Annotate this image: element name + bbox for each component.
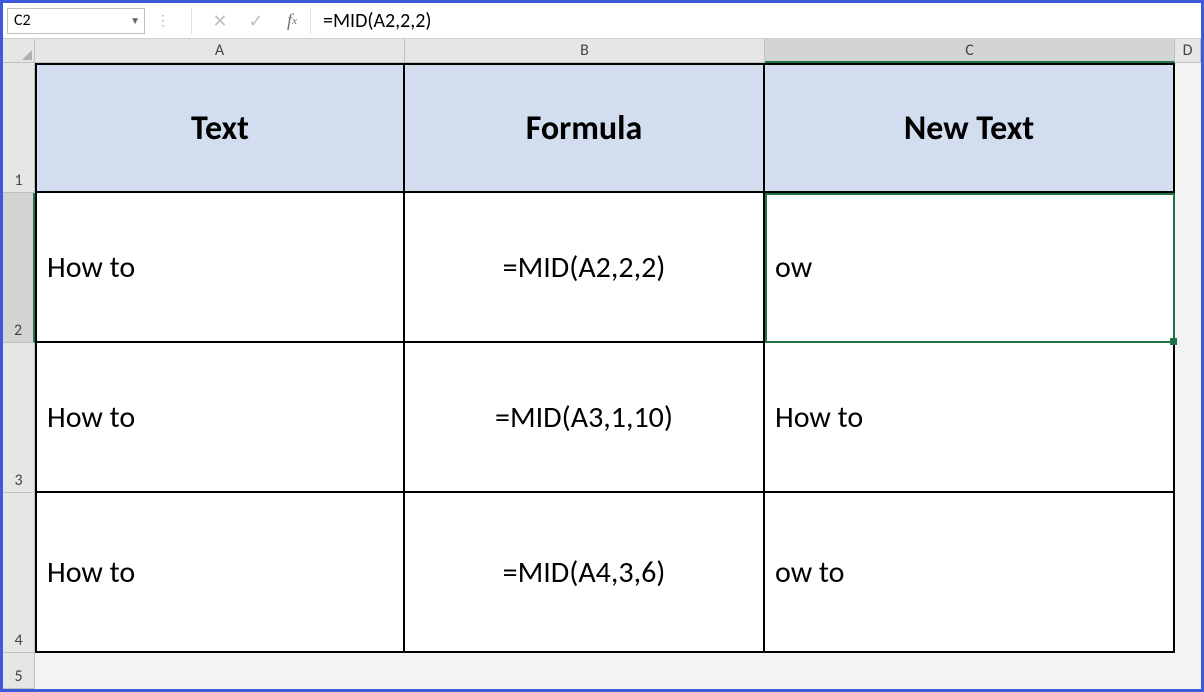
cell-A3[interactable]: How to — [35, 343, 405, 493]
cell-C4[interactable]: ow to — [765, 493, 1175, 653]
cell-B1[interactable]: Formula — [405, 63, 765, 193]
col-header-D[interactable]: D — [1175, 39, 1201, 63]
cell-A2[interactable]: How to — [35, 193, 405, 343]
accept-icon[interactable]: ✓ — [244, 9, 268, 33]
worksheet: A B C D 1 2 3 4 5 Text Formula New Text … — [3, 39, 1201, 689]
col-header-B[interactable]: B — [405, 39, 765, 63]
fx-icon[interactable]: fx — [280, 9, 304, 33]
divider — [191, 8, 192, 34]
formula-input[interactable]: =MID(A2,2,2) — [310, 8, 1201, 34]
cell-A1[interactable]: Text — [35, 63, 405, 193]
cell-B3[interactable]: =MID(A3,1,10) — [405, 343, 765, 493]
column-headers: A B C D — [3, 39, 1201, 63]
row-header-2[interactable]: 2 — [3, 193, 35, 343]
col-header-A[interactable]: A — [35, 39, 405, 63]
cell-A4[interactable]: How to — [35, 493, 405, 653]
more-icon[interactable]: ⋮ — [151, 9, 175, 33]
cell-C2[interactable]: ow — [765, 193, 1175, 343]
cell-B2[interactable]: =MID(A2,2,2) — [405, 193, 765, 343]
row-header-4[interactable]: 4 — [3, 493, 35, 653]
grid: 1 2 3 4 5 Text Formula New Text How to =… — [3, 63, 1201, 689]
name-box-dropdown-icon[interactable]: ▼ — [130, 14, 140, 27]
select-all-corner[interactable] — [3, 39, 35, 63]
cell-C1[interactable]: New Text — [765, 63, 1175, 193]
cell-C3[interactable]: How to — [765, 343, 1175, 493]
cells-area[interactable]: Text Formula New Text How to =MID(A2,2,2… — [35, 63, 1201, 689]
row-header-5[interactable]: 5 — [3, 653, 35, 689]
col-header-C[interactable]: C — [765, 39, 1175, 63]
cell-B4[interactable]: =MID(A4,3,6) — [405, 493, 765, 653]
row-header-3[interactable]: 3 — [3, 343, 35, 493]
formula-bar: C2 ▼ ⋮ ✕ ✓ fx =MID(A2,2,2) — [3, 3, 1201, 39]
row-header-1[interactable]: 1 — [3, 63, 35, 193]
name-box-value: C2 — [14, 11, 31, 30]
name-box[interactable]: C2 ▼ — [7, 8, 145, 34]
formula-value: =MID(A2,2,2) — [323, 9, 432, 33]
cancel-icon[interactable]: ✕ — [208, 9, 232, 33]
row-headers: 1 2 3 4 5 — [3, 63, 35, 689]
